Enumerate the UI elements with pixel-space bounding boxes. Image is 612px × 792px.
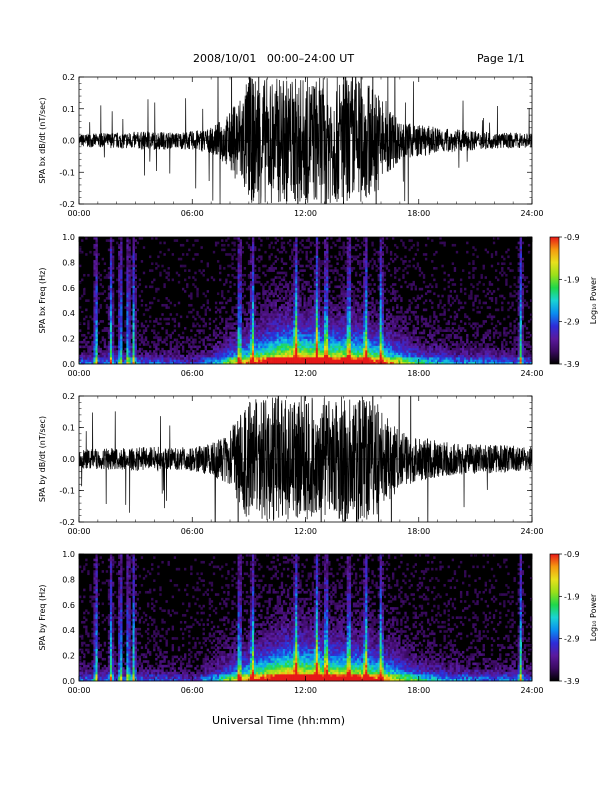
x-tick-label: 00:00 (67, 686, 90, 695)
colorbar (549, 236, 560, 365)
x-tick-label: 24:00 (520, 527, 543, 536)
x-tick-label: 24:00 (520, 686, 543, 695)
x-tick-label: 18:00 (407, 369, 430, 378)
panel-2: -0.9 -1.9 -2.9 -3.9 Log₁₀ Power 0.0 0.2 0.4 0.6 0… (38, 233, 598, 378)
y-tick-label: 0.2 (62, 73, 75, 82)
colorbar-label: Log₁₀ Power (589, 593, 598, 641)
y-axis-label: SPA bx Freq (Hz) (38, 268, 47, 334)
colorbar-tick-label: -3.9 (564, 360, 580, 369)
x-tick-label: 24:00 (520, 209, 543, 218)
y-tick-label: 0.4 (62, 309, 75, 318)
colorbar (549, 553, 560, 682)
y-tick-label: -0.2 (59, 518, 75, 527)
y-tick-label: 0.4 (62, 626, 75, 635)
colorbar-tick-label: -1.9 (564, 592, 580, 601)
colorbar-tick-label: -1.9 (564, 275, 580, 284)
y-tick-label: 0.8 (62, 258, 75, 267)
y-tick-label: 0.2 (62, 652, 75, 661)
x-tick-label: 18:00 (407, 686, 430, 695)
y-tick-label: -0.2 (59, 200, 75, 209)
panel-3: -0.2 -0.1 0.0 0.1 0.2 00:00 06:00 12:00 18:00 24:… (38, 392, 544, 536)
y-tick-label: 0.6 (62, 601, 75, 610)
x-tick-label: 06:00 (181, 527, 204, 536)
trace-series (79, 396, 532, 522)
y-tick-label: 0.0 (62, 455, 75, 464)
colorbar-label: Log₁₀ Power (589, 276, 598, 324)
y-tick-label: -0.1 (59, 487, 75, 496)
x-tick-label: 00:00 (67, 209, 90, 218)
y-tick-label: 0.2 (62, 335, 75, 344)
y-tick-label: 0.1 (62, 105, 75, 114)
x-tick-label: 06:00 (181, 686, 204, 695)
y-tick-label: 1.0 (62, 550, 75, 559)
x-tick-label: 06:00 (181, 209, 204, 218)
spectrogram-cells (79, 554, 533, 682)
colorbar-tick-label: -3.9 (564, 677, 580, 686)
colorbar-tick-label: -2.9 (564, 318, 580, 327)
y-tick-label: -0.1 (59, 168, 75, 177)
colorbar-tick-label: -2.9 (564, 635, 580, 644)
colorbar-tick-label: -0.9 (564, 233, 580, 242)
x-tick-label: 18:00 (407, 209, 430, 218)
y-tick-label: 0.8 (62, 575, 75, 584)
y-axis-label: SPA bx dB/dt (nT/sec) (38, 97, 47, 183)
trace-series (79, 77, 532, 204)
x-tick-label: 12:00 (294, 686, 317, 695)
y-tick-label: 0.1 (62, 424, 75, 433)
x-tick-label: 12:00 (294, 369, 317, 378)
colorbar-tick-label: -0.9 (564, 550, 580, 559)
y-axis-label: SPA by dB/dt (nT/sec) (38, 416, 47, 502)
y-tick-label: 0.0 (62, 137, 75, 146)
panel-4: -0.9 -1.9 -2.9 -3.9 Log₁₀ Power 0.0 0.2 0.4 0.6 0… (38, 550, 598, 695)
y-tick-label: 0.2 (62, 392, 75, 401)
y-tick-label: 1.0 (62, 233, 75, 242)
page-title: 2008/10/01 00:00–24:00 UT (193, 52, 355, 65)
page-number: Page 1/1 (477, 52, 525, 65)
x-tick-label: 00:00 (67, 369, 90, 378)
y-tick-label: 0.6 (62, 284, 75, 293)
panel-1: -0.2 -0.1 0.0 0.1 0.2 00:00 06:00 12:00 18:00 24:… (38, 73, 544, 218)
x-tick-label: 00:00 (67, 527, 90, 536)
y-axis-label: SPA by Freq (Hz) (38, 585, 47, 651)
y-tick-label: 0.0 (62, 677, 75, 686)
x-tick-label: 24:00 (520, 369, 543, 378)
x-tick-label: 06:00 (181, 369, 204, 378)
x-tick-label: 12:00 (294, 209, 317, 218)
x-tick-label: 12:00 (294, 527, 317, 536)
x-tick-label: 18:00 (407, 527, 430, 536)
spectrogram-cells (79, 237, 533, 365)
x-axis-label: Universal Time (hh:mm) (212, 714, 345, 727)
y-tick-label: 0.0 (62, 360, 75, 369)
